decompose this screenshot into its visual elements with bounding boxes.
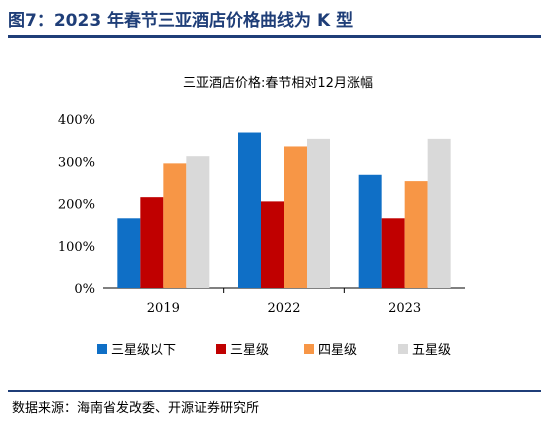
y-tick-label: 200% [58, 198, 95, 213]
legend-swatch [398, 344, 408, 354]
bar [261, 201, 284, 288]
bar [238, 132, 261, 288]
title-rule [8, 35, 541, 38]
bar [381, 218, 405, 288]
y-tick-label: 0% [74, 282, 95, 297]
bar [140, 197, 164, 288]
legend-swatch [216, 344, 226, 354]
x-tick-label: 2019 [147, 301, 180, 316]
y-tick-label: 300% [58, 155, 95, 170]
figure-title: 图7：2023 年春节三亚酒店价格曲线为 K 型 [8, 11, 354, 31]
bar [163, 163, 187, 288]
bar [117, 218, 141, 288]
source-note: 数据来源：海南省发改委、开源证券研究所 [12, 401, 260, 416]
bar [307, 138, 330, 288]
x-tick-label: 2022 [267, 301, 300, 316]
legend-label: 四星级 [318, 343, 357, 358]
chart-bars [117, 132, 451, 288]
source-rule [8, 390, 541, 392]
bar [284, 146, 307, 288]
legend-label: 三星级 [230, 343, 269, 358]
bar [186, 156, 210, 288]
legend-label: 三星级以下 [111, 343, 176, 358]
legend-swatch [97, 344, 107, 354]
y-tick-label: 100% [58, 240, 95, 255]
bar [358, 174, 382, 288]
legend-swatch [304, 344, 314, 354]
chart-title: 三亚酒店价格:春节相对12月涨幅 [183, 75, 373, 91]
y-tick-label: 400% [58, 113, 95, 128]
chart-legend: 三星级以下 三星级 四星级 五星级 [97, 343, 451, 358]
bar [427, 138, 451, 288]
x-tick-label: 2023 [388, 301, 421, 316]
legend-label: 五星级 [412, 343, 451, 358]
bar [404, 181, 428, 288]
